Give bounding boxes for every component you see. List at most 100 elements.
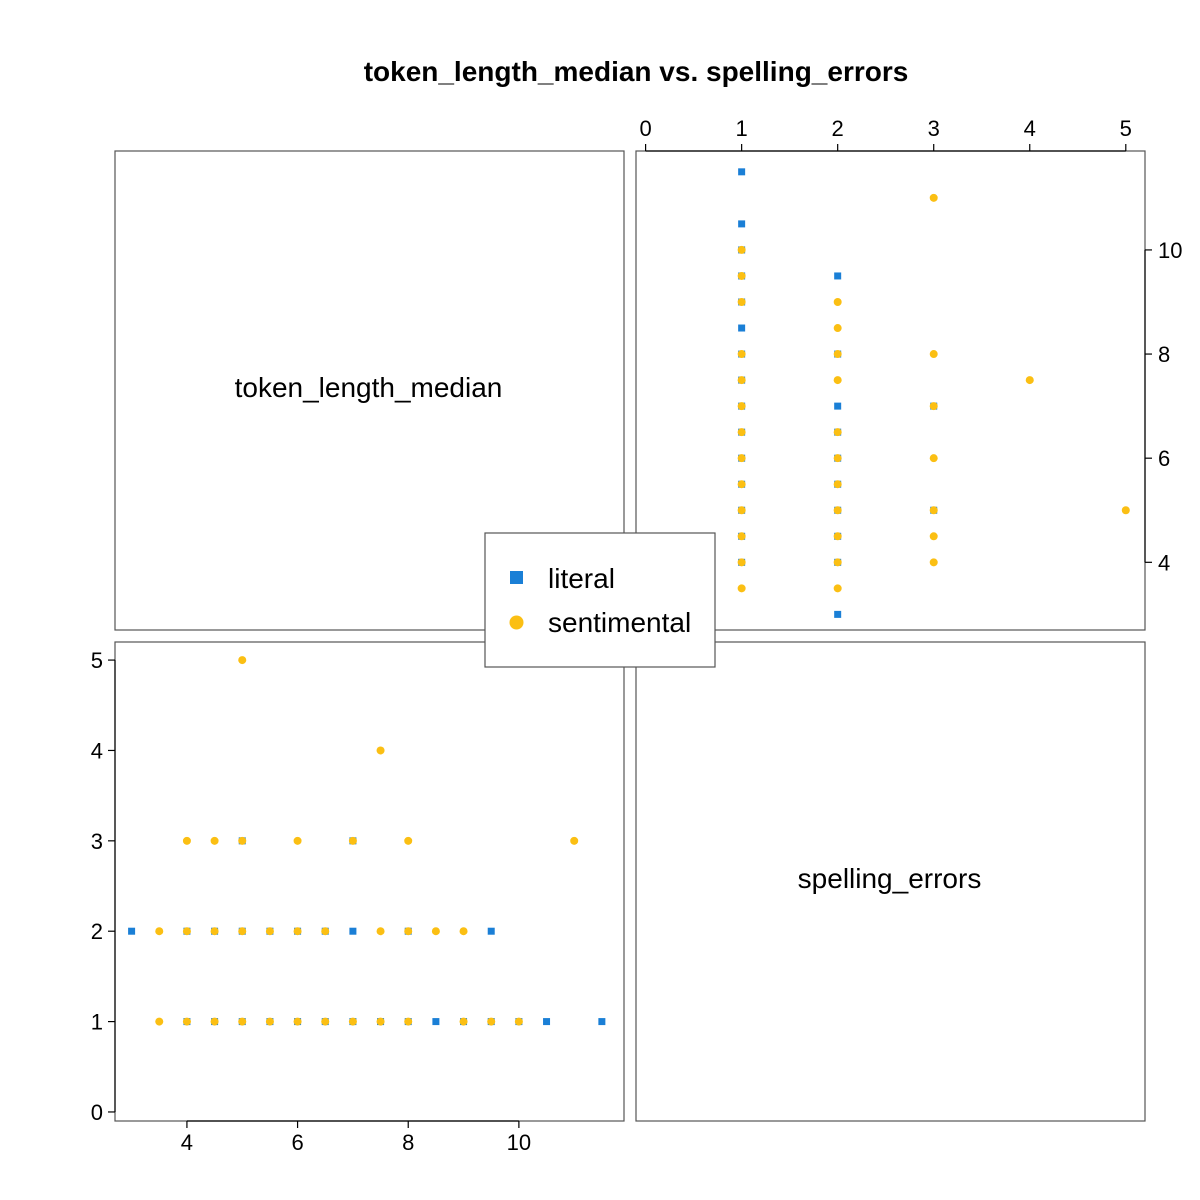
point-sentimental-bottom-left (238, 1017, 247, 1026)
point-sentimental-bottom-left (293, 836, 302, 845)
point-sentimental-bottom-left (321, 927, 330, 936)
point-literal-top-right (834, 610, 842, 618)
point-sentimental-top-right (737, 558, 746, 567)
point-sentimental-top-right (833, 532, 842, 541)
point-sentimental-bottom-left (182, 927, 191, 936)
point-literal-top-right (738, 168, 746, 176)
point-sentimental-bottom-left (238, 927, 247, 936)
point-sentimental-bottom-left (265, 927, 274, 936)
right-axis-tick-label: 6 (1158, 446, 1170, 471)
point-literal-bottom-left (487, 927, 495, 935)
bottom-axis-tick-label: 6 (291, 1130, 303, 1155)
point-sentimental-bottom-left (570, 836, 579, 845)
point-sentimental-top-right (737, 402, 746, 411)
right-axis-tick-label: 10 (1158, 238, 1182, 263)
point-sentimental-top-right (833, 324, 842, 333)
point-sentimental-top-right (737, 532, 746, 541)
point-literal-top-right (834, 272, 842, 280)
right-axis-tick-label: 8 (1158, 342, 1170, 367)
point-sentimental-top-right (1121, 506, 1130, 515)
point-sentimental-bottom-left (348, 1017, 357, 1026)
diagonal-label-token-length-median: token_length_median (235, 372, 503, 403)
diagonal-label-spelling-errors: spelling_errors (798, 863, 982, 894)
point-sentimental-top-right (737, 428, 746, 437)
panel-spelling-errors (635, 641, 1146, 1122)
top-axis-tick-label: 3 (928, 116, 940, 141)
panel-scatter-bottom-left (114, 641, 625, 1122)
point-sentimental-top-right (929, 532, 938, 541)
top-axis-tick-label: 5 (1120, 116, 1132, 141)
point-sentimental-top-right (833, 454, 842, 463)
point-sentimental-top-right (833, 506, 842, 515)
bottom-axis-tick-label: 4 (181, 1130, 193, 1155)
point-sentimental-top-right (929, 454, 938, 463)
point-sentimental-top-right (833, 584, 842, 593)
point-sentimental-bottom-left (265, 1017, 274, 1026)
right-axis-tick-label: 4 (1158, 550, 1170, 575)
point-sentimental-bottom-left (293, 1017, 302, 1026)
point-sentimental-bottom-left (293, 927, 302, 936)
series-sentimental (155, 193, 1130, 1026)
top-axis-tick-label: 0 (639, 116, 651, 141)
point-literal-top-right (738, 324, 746, 332)
left-axis-tick-label: 0 (91, 1100, 103, 1125)
left-axis-tick-label: 5 (91, 648, 103, 673)
point-sentimental-top-right (929, 350, 938, 359)
point-literal-bottom-left (128, 927, 136, 935)
point-literal-bottom-left (349, 927, 357, 935)
legend-marker-circle (509, 615, 524, 630)
point-sentimental-bottom-left (155, 927, 164, 936)
point-sentimental-top-right (833, 376, 842, 385)
point-sentimental-bottom-left (431, 927, 440, 936)
panels-layer: token_length_median spelling_errors (114, 150, 1146, 1122)
bottom-axis-tick-label: 10 (507, 1130, 531, 1155)
point-sentimental-top-right (737, 584, 746, 593)
left-axis-tick-label: 2 (91, 919, 103, 944)
legend-marker-square (510, 571, 523, 584)
point-sentimental-bottom-left (376, 1017, 385, 1026)
point-sentimental-top-right (737, 454, 746, 463)
point-sentimental-bottom-left (210, 836, 219, 845)
point-sentimental-bottom-left (404, 1017, 413, 1026)
point-literal-bottom-left (598, 1018, 606, 1026)
top-axis-tick-label: 1 (736, 116, 748, 141)
bottom-axis-tick-label: 8 (402, 1130, 414, 1155)
axes-layer: 0 1 2 3 4 5 4 6 8 10 0 1 2 3 4 5 4 6 8 10 (91, 116, 1183, 1155)
points-layer (128, 168, 1130, 1026)
point-sentimental-bottom-left (459, 927, 468, 936)
legend-item-literal: literal (510, 563, 615, 594)
point-sentimental-bottom-left (459, 1017, 468, 1026)
point-sentimental-top-right (929, 558, 938, 567)
point-sentimental-top-right (737, 506, 746, 515)
point-sentimental-bottom-left (210, 1017, 219, 1026)
top-axis-tick-label: 4 (1024, 116, 1036, 141)
point-sentimental-bottom-left (238, 836, 247, 845)
point-sentimental-top-right (833, 480, 842, 489)
point-sentimental-bottom-left (404, 927, 413, 936)
point-sentimental-bottom-left (376, 746, 385, 755)
point-sentimental-top-right (833, 350, 842, 359)
point-sentimental-top-right (833, 558, 842, 567)
point-sentimental-bottom-left (238, 656, 247, 665)
left-axis-tick-label: 3 (91, 829, 103, 854)
point-sentimental-bottom-left (487, 1017, 496, 1026)
point-literal-top-right (738, 220, 746, 228)
point-sentimental-bottom-left (514, 1017, 523, 1026)
point-sentimental-top-right (833, 428, 842, 437)
point-sentimental-top-right (737, 297, 746, 306)
legend-label: literal (548, 563, 615, 594)
point-sentimental-top-right (1025, 376, 1034, 385)
point-sentimental-bottom-left (155, 1017, 164, 1026)
point-sentimental-top-right (737, 245, 746, 254)
point-sentimental-top-right (737, 271, 746, 280)
chart-title: token_length_median vs. spelling_errors (364, 56, 909, 87)
left-axis-tick-label: 1 (91, 1010, 103, 1035)
point-sentimental-top-right (833, 297, 842, 306)
point-sentimental-bottom-left (182, 1017, 191, 1026)
top-axis-tick-label: 2 (832, 116, 844, 141)
legend-box (484, 532, 716, 668)
point-literal-bottom-left (543, 1018, 551, 1026)
point-literal-bottom-left (432, 1018, 440, 1026)
point-sentimental-bottom-left (376, 927, 385, 936)
